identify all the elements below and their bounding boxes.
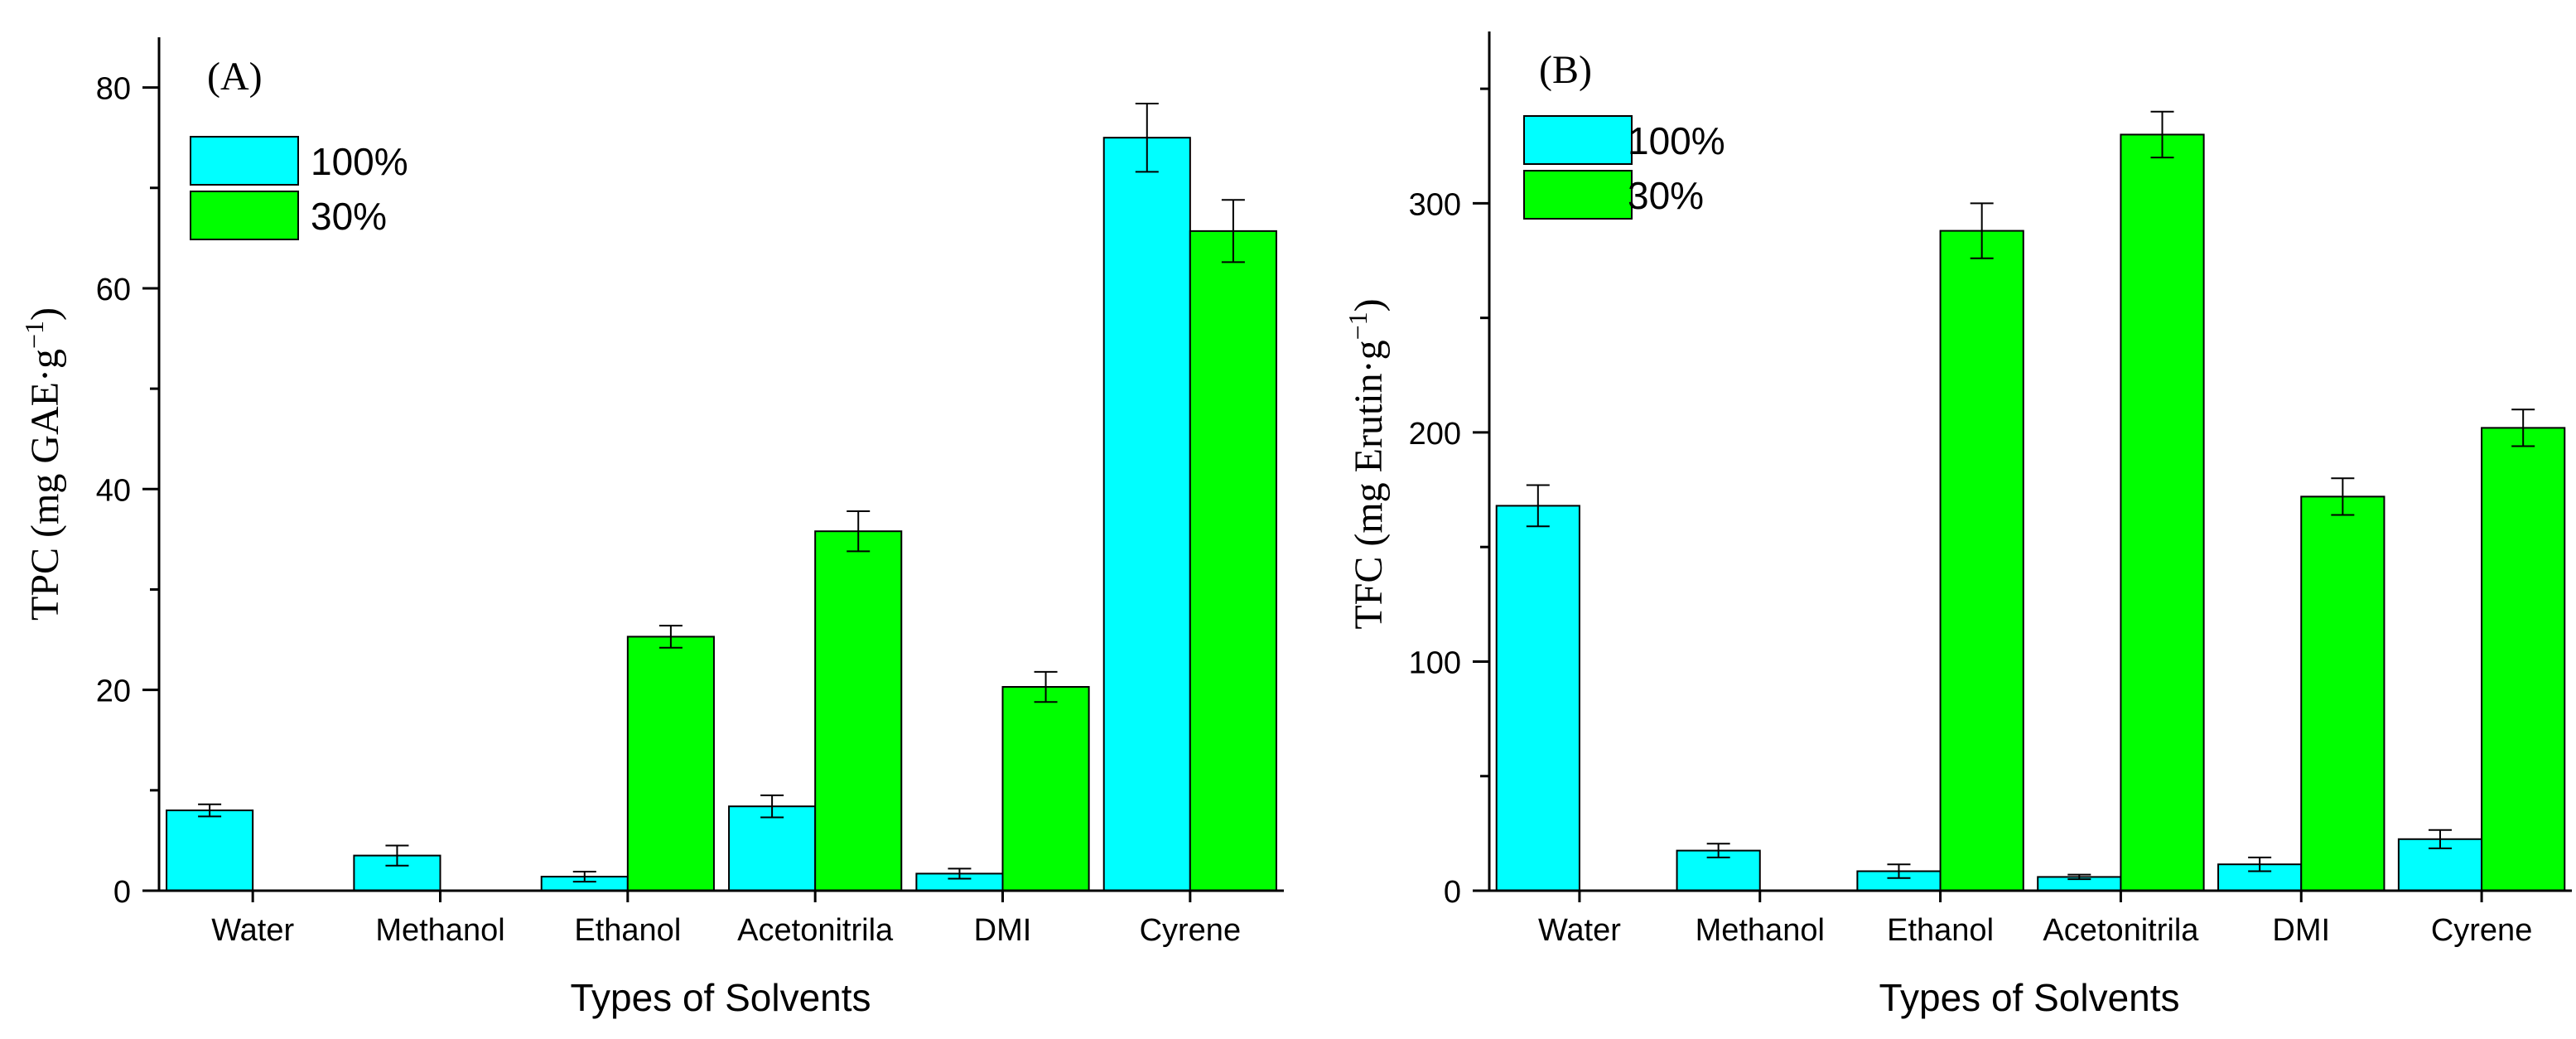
x-axis-title: Types of Solvents [570, 976, 871, 1019]
x-tick-label-dmi: DMI [2272, 913, 2330, 948]
y-tick-label: 0 [113, 875, 131, 910]
bar-30pct-cyrene [1189, 230, 1277, 892]
x-tick-label-acetonitrila: Acetonitrila [2043, 913, 2199, 948]
legend-label-100pct: 100% [1628, 119, 1725, 162]
error-bar-30pct-ethanol [1970, 202, 1994, 259]
bar-100pct-water [1495, 505, 1580, 892]
error-bar-30pct-dmi [1034, 670, 1058, 703]
y-tick-label: 20 [96, 674, 131, 709]
error-bar-100pct-water [1526, 484, 1550, 528]
x-tick-label-cyrene: Cyrene [1140, 913, 1242, 948]
error-bar-100pct-acetonitrila [760, 794, 784, 819]
bar-100pct-water [166, 809, 254, 892]
error-bar-100pct-dmi [948, 867, 972, 880]
bar-30pct-ethanol [1939, 230, 2024, 892]
x-axis-title: Types of Solvents [1879, 976, 2179, 1019]
y-tick-label: 100 [1409, 645, 1461, 680]
x-tick-label-cyrene: Cyrene [2431, 913, 2533, 948]
error-bar-30pct-acetonitrila [847, 510, 871, 553]
y-axis-title-close: ) [23, 307, 67, 321]
legend-swatch-30pct [1523, 170, 1633, 220]
y-axis-title-superscript: −1 [1343, 312, 1372, 340]
y-axis-title: TFC (mg Erutin·g−1) [1343, 298, 1391, 629]
error-bar-100pct-ethanol [572, 870, 596, 883]
y-axis-title-superscript: −1 [19, 321, 49, 349]
bar-30pct-ethanol [626, 635, 715, 892]
bar-30pct-acetonitrila [2120, 133, 2205, 892]
error-bar-100pct-water [198, 803, 222, 818]
y-axis-title-close: ) [1347, 298, 1391, 312]
y-tick-label: 0 [1444, 875, 1461, 910]
error-bar-30pct-cyrene [2511, 408, 2535, 447]
bar-30pct-dmi [2300, 495, 2385, 892]
legend-swatch-100pct [190, 136, 299, 186]
error-bar-30pct-cyrene [1221, 199, 1245, 263]
y-tick-label: 60 [96, 273, 131, 307]
error-bar-30pct-acetonitrila [2150, 110, 2174, 159]
y-tick-label: 80 [96, 72, 131, 107]
y-axis-title-text: TPC (mg GAE·g [23, 349, 67, 621]
error-bar-100pct-methanol [385, 844, 409, 867]
y-axis-title: TPC (mg GAE·g−1) [19, 307, 67, 621]
x-tick-label-methanol: Methanol [375, 913, 504, 948]
x-tick-label-dmi: DMI [974, 913, 1032, 948]
chart-panel-b: Water Methanol Ethanol Acetonitrila DMI Cyren… [1343, 31, 2572, 1019]
x-tick-label-ethanol: Ethanol [1887, 913, 1994, 948]
legend-label-30pct: 30% [1628, 174, 1704, 217]
legend: 100% 30% [1523, 115, 1725, 220]
bar-30pct-acetonitrila [814, 530, 903, 892]
error-bar-100pct-cyrene [1135, 102, 1159, 173]
legend-swatch-100pct [1523, 115, 1633, 165]
x-tick-label-acetonitrila: Acetonitrila [737, 913, 894, 948]
y-tick-label: 200 [1409, 417, 1461, 452]
error-bar-30pct-dmi [2331, 477, 2355, 516]
legend-label-30pct: 30% [311, 195, 387, 238]
panel-label: (B) [1539, 48, 1592, 92]
bar-30pct-cyrene [2481, 427, 2566, 892]
error-bar-100pct-cyrene [2428, 829, 2452, 849]
bar-100pct-cyrene [1102, 137, 1191, 892]
y-axis-title-text: TFC (mg Erutin·g [1347, 340, 1391, 629]
error-bar-100pct-ethanol [1887, 863, 1911, 879]
panel-label: (A) [207, 55, 263, 99]
legend: 100% 30% [190, 136, 408, 240]
bar-100pct-acetonitrila [728, 805, 817, 892]
x-tick-label-water: Water [211, 913, 294, 948]
y-tick-label: 300 [1409, 187, 1461, 222]
x-tick-label-water: Water [1538, 913, 1621, 948]
chart-panel-a: Water Methanol Ethanol Acetonitrila DMI Cyren… [19, 37, 1284, 1019]
error-bar-100pct-dmi [2248, 856, 2272, 872]
bar-30pct-dmi [1001, 686, 1090, 892]
error-bar-100pct-methanol [1706, 843, 1730, 858]
legend-swatch-30pct [190, 191, 299, 240]
legend-label-100pct: 100% [311, 140, 408, 183]
error-bar-30pct-ethanol [658, 625, 683, 649]
y-tick-label: 40 [96, 473, 131, 508]
x-tick-label-methanol: Methanol [1696, 913, 1825, 948]
x-tick-label-ethanol: Ethanol [574, 913, 681, 948]
error-bar-100pct-acetonitrila [2067, 873, 2091, 881]
